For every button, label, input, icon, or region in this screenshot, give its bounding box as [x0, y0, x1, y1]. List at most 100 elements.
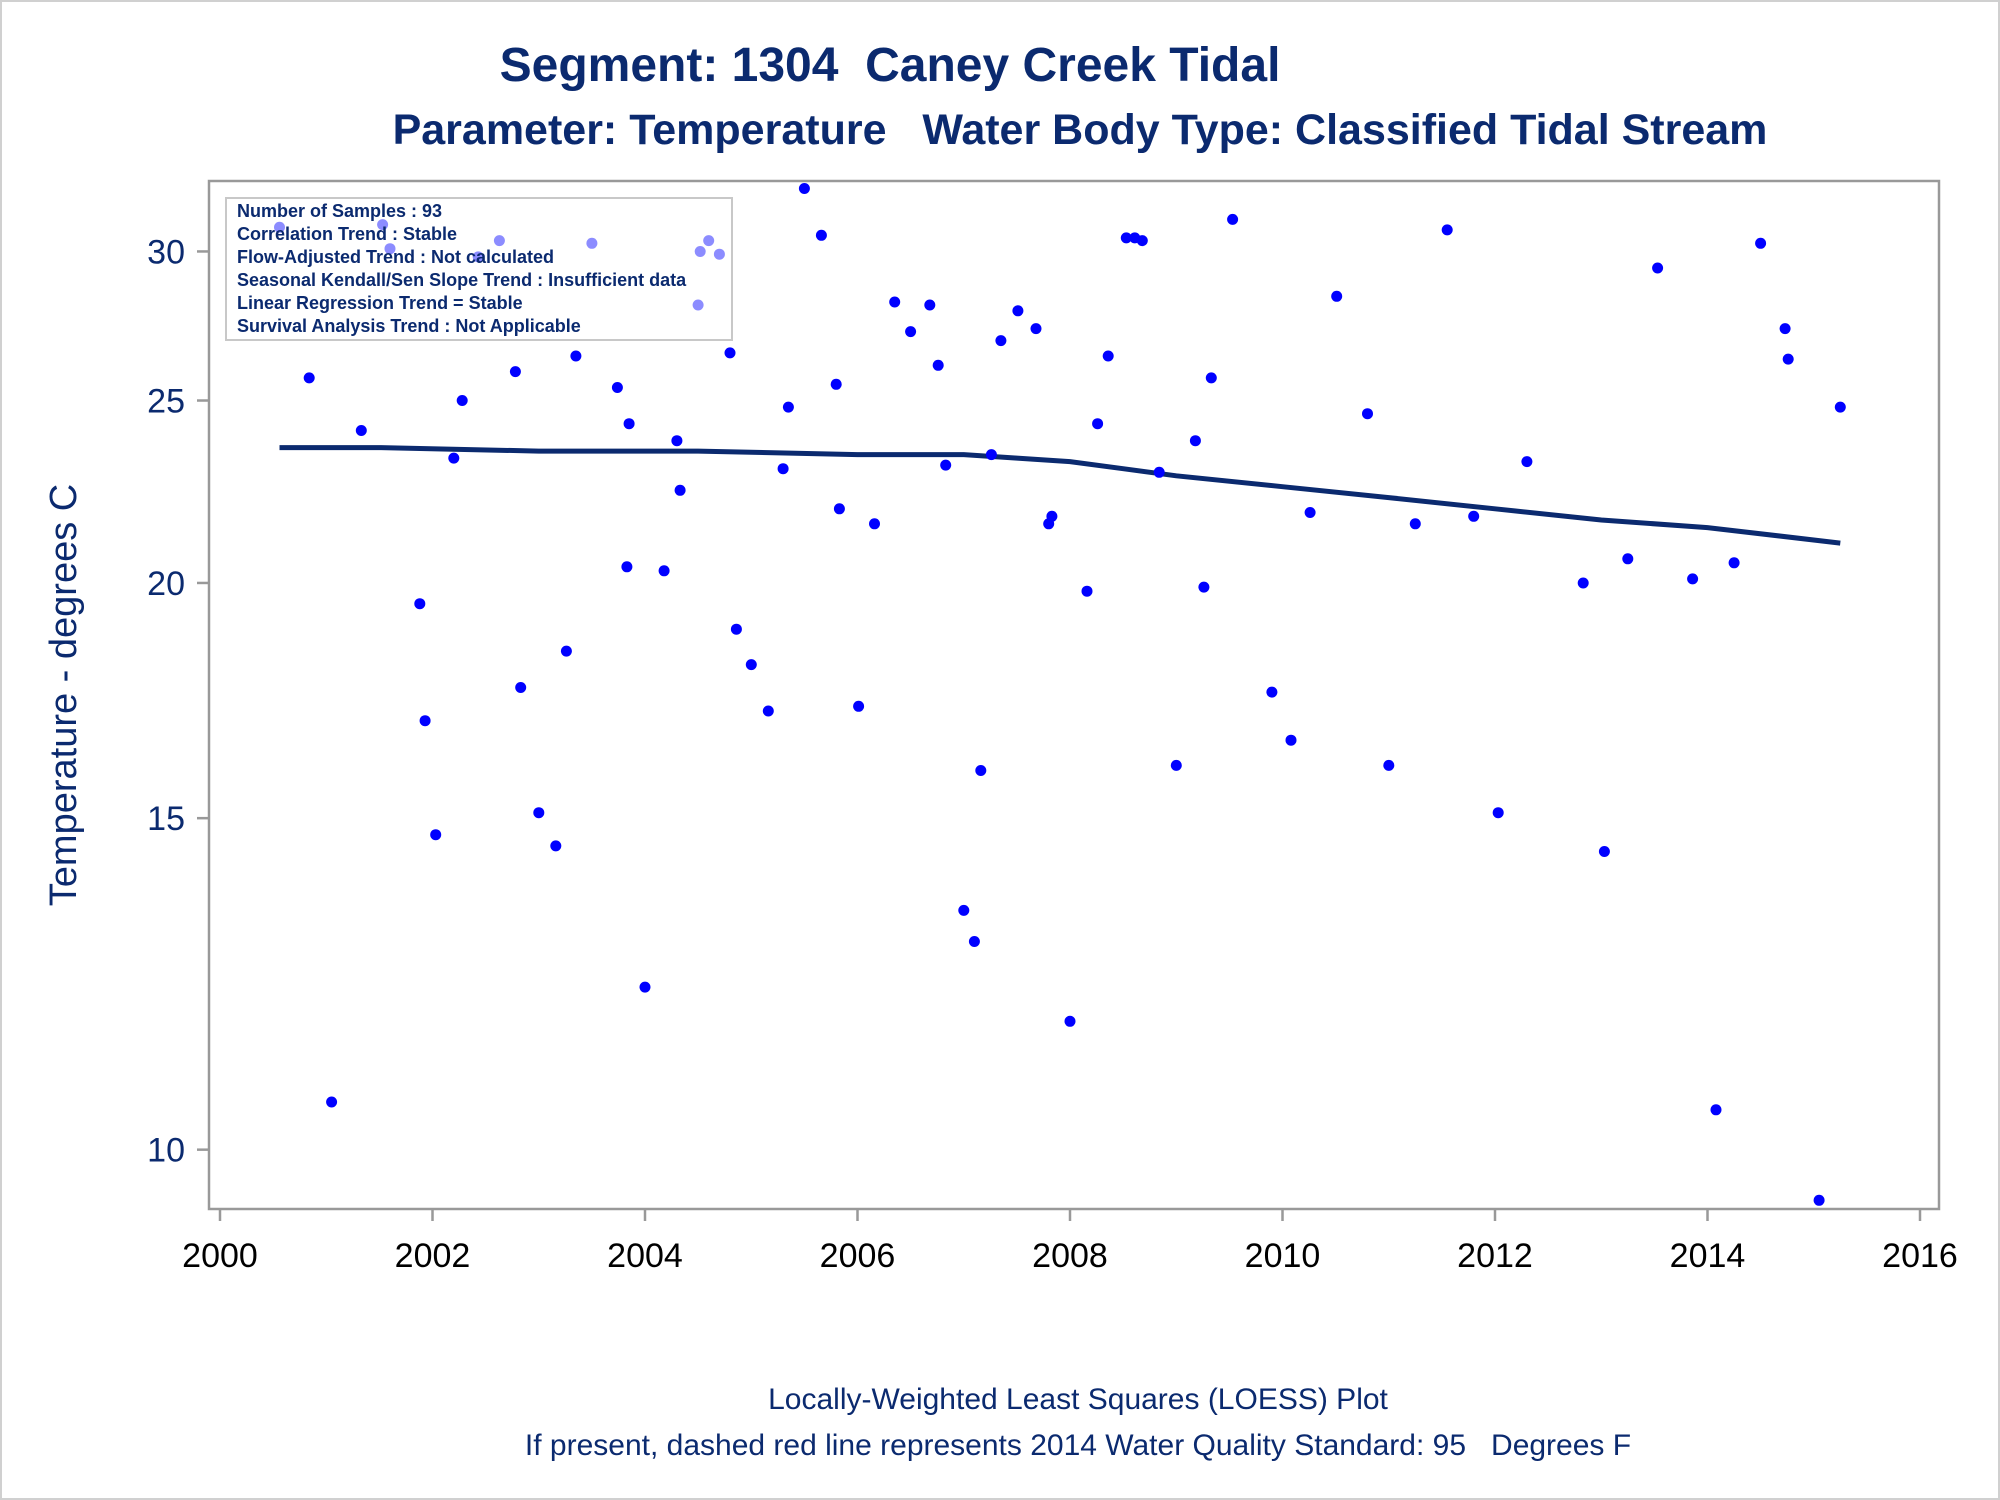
stats-correlation-trend: Correlation Trend : Stable: [237, 224, 458, 244]
data-point: [1046, 510, 1058, 522]
data-point: [1030, 323, 1042, 335]
data-point: [1834, 401, 1846, 413]
x-tick-label: 2014: [1670, 1237, 1746, 1275]
data-point: [414, 598, 426, 610]
data-point: [1441, 224, 1453, 236]
data-point: [1521, 456, 1533, 468]
x-tick-label: 2010: [1245, 1237, 1321, 1275]
loess-line: [279, 445, 1841, 546]
data-point: [515, 682, 527, 693]
data-point: [924, 299, 936, 311]
data-point: [1081, 585, 1093, 597]
y-tick-label: 15: [147, 800, 185, 838]
data-point: [621, 561, 633, 573]
data-point: [1782, 353, 1794, 365]
y-tick-label: 25: [147, 383, 185, 421]
data-point: [1492, 807, 1504, 819]
data-point: [355, 425, 367, 436]
data-point: [1362, 408, 1373, 420]
x-tick-label: 2012: [1457, 1237, 1533, 1275]
x-axis: 2000 2002 2004 2006 2008 2010 2012 2014 2016: [182, 1209, 1958, 1275]
data-point: [1622, 553, 1634, 565]
data-point: [1577, 577, 1589, 589]
data-point: [430, 829, 442, 841]
data-point: [724, 347, 736, 359]
y-axis-label: Temperature - degrees C: [43, 484, 85, 906]
data-point: [533, 807, 545, 819]
data-point: [968, 936, 980, 947]
data-point: [303, 372, 315, 384]
data-point: [658, 565, 670, 577]
data-point: [1198, 581, 1210, 593]
data-point: [1136, 235, 1148, 247]
data-point: [611, 382, 623, 393]
stats-flow-adjusted-trend: Flow-Adjusted Trend : Not calculated: [237, 247, 555, 267]
data-point: [833, 503, 845, 515]
data-point: [1102, 350, 1114, 362]
data-point: [1304, 507, 1316, 518]
data-point: [326, 1096, 338, 1108]
y-axis: 10 15 20 25 30: [147, 233, 209, 1170]
chart-subtitle: Parameter: Temperature Water Body Type: …: [392, 106, 1768, 154]
data-point: [671, 435, 683, 447]
data-point: [623, 418, 635, 430]
data-point: [1710, 1104, 1722, 1116]
loess-curve: [279, 445, 1841, 546]
data-point: [1227, 213, 1239, 225]
data-point: [448, 452, 460, 464]
footnote-standard: If present, dashed red line represents 2…: [524, 1429, 1632, 1462]
data-point: [905, 326, 917, 338]
data-point: [419, 715, 431, 727]
data-point: [550, 840, 562, 852]
data-point: [782, 401, 794, 413]
data-point: [1285, 734, 1297, 746]
x-tick-label: 2002: [395, 1237, 471, 1275]
footnote-loess: Locally-Weighted Least Squares (LOESS) P…: [768, 1383, 1388, 1416]
data-point: [1813, 1194, 1825, 1206]
x-tick-label: 2008: [1032, 1237, 1108, 1275]
x-tick-label: 2016: [1882, 1237, 1958, 1275]
data-point: [975, 765, 987, 776]
data-point: [1598, 846, 1610, 857]
stats-linear-regression-trend: Linear Regression Trend = Stable: [237, 293, 523, 313]
chart-title: Segment: 1304 Caney Creek Tidal: [499, 39, 1281, 92]
data-point: [869, 518, 880, 530]
data-point: [1205, 372, 1217, 384]
y-tick-label: 10: [147, 1132, 185, 1170]
data-point: [932, 359, 944, 371]
data-point: [798, 183, 810, 194]
data-point: [889, 296, 901, 308]
y-tick-label: 20: [147, 565, 185, 603]
data-point: [1266, 686, 1278, 698]
data-point: [777, 463, 789, 475]
data-point: [1170, 759, 1182, 771]
data-point: [1687, 573, 1699, 585]
data-point: [940, 459, 952, 471]
x-tick-label: 2000: [182, 1237, 258, 1275]
data-point: [570, 350, 582, 362]
data-point: [1120, 232, 1132, 244]
data-point: [745, 659, 757, 671]
stats-box: Number of Samples : 93 Correlation Trend…: [225, 197, 733, 341]
plot-area: [207, 179, 1941, 1211]
data-point: [830, 378, 842, 390]
data-point: [1468, 510, 1480, 522]
data-point: [509, 366, 521, 378]
data-point: [762, 705, 774, 717]
data-point: [815, 229, 827, 241]
data-point: [560, 645, 572, 657]
stats-samples: Number of Samples : 93: [237, 201, 443, 221]
data-point: [985, 449, 997, 461]
data-point: [853, 700, 865, 712]
data-point: [1012, 305, 1024, 317]
y-tick-label: 30: [147, 233, 185, 271]
data-point: [1153, 466, 1165, 478]
data-point: [1652, 262, 1664, 274]
data-point: [639, 981, 651, 993]
data-point: [1383, 759, 1395, 771]
data-point: [456, 395, 468, 406]
data-point: [1331, 290, 1343, 302]
data-point: [1728, 557, 1740, 569]
data-point: [1779, 323, 1791, 335]
data-point: [730, 623, 742, 635]
